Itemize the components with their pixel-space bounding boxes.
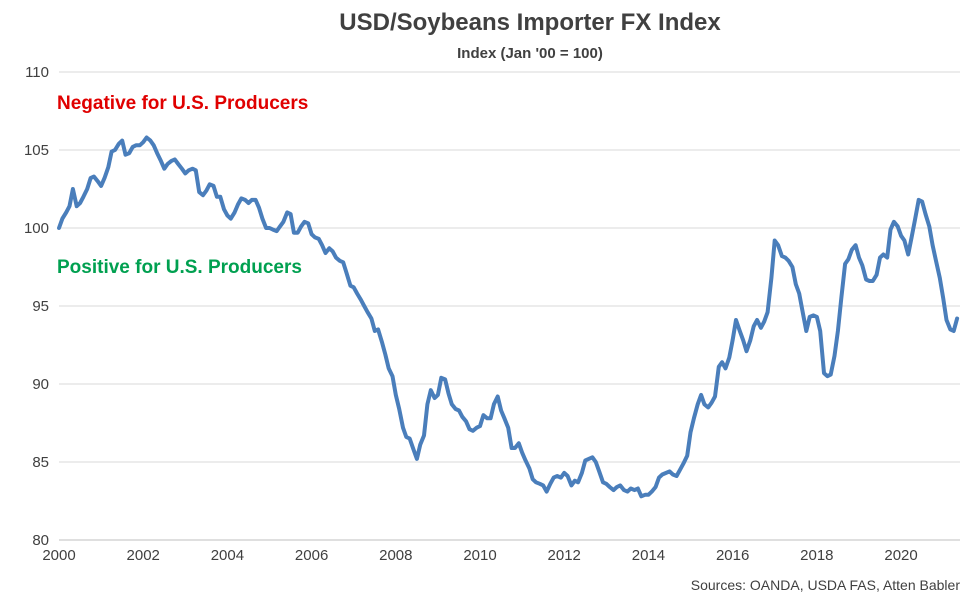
x-tick-label: 2016	[716, 547, 749, 564]
source-note: Sources: OANDA, USDA FAS, Atten Babler	[691, 577, 961, 593]
x-tick-label: 2012	[548, 547, 581, 564]
x-tick-label: 2010	[463, 547, 496, 564]
y-tick-label: 105	[24, 142, 49, 159]
annotation-positive: Positive for U.S. Producers	[57, 257, 302, 278]
chart-subtitle: Index (Jan '00 = 100)	[457, 45, 603, 62]
x-tick-label: 2018	[800, 547, 833, 564]
x-tick-label: 2000	[42, 547, 75, 564]
x-tick-label: 2006	[295, 547, 328, 564]
x-tick-label: 2004	[211, 547, 244, 564]
y-tick-label: 100	[24, 220, 49, 237]
series-line-0	[57, 135, 960, 499]
annotation-negative: Negative for U.S. Producers	[57, 93, 308, 114]
series-group	[57, 135, 960, 499]
y-tick-label: 95	[32, 298, 49, 315]
y-axis-ticks: 80 85 90 95 100 105 110	[24, 64, 49, 549]
gridlines	[59, 71, 960, 463]
y-tick-label: 90	[32, 376, 49, 393]
x-tick-label: 2002	[127, 547, 160, 564]
x-tick-label: 2014	[632, 547, 665, 564]
y-tick-label: 110	[25, 64, 49, 81]
chart-title: USD/Soybeans Importer FX Index	[339, 9, 721, 36]
y-tick-label: 85	[32, 454, 49, 471]
x-tick-label: 2020	[884, 547, 917, 564]
x-tick-label: 2008	[379, 547, 412, 564]
y-tick-label: 80	[32, 532, 49, 549]
x-axis-ticks: 2000 2002 2004 2006 2008 2010 2012 2014 2016 2018…	[42, 547, 917, 564]
